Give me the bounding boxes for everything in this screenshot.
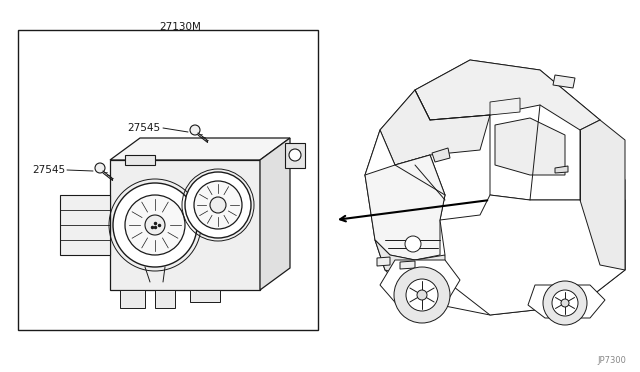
Polygon shape xyxy=(285,143,305,168)
Circle shape xyxy=(190,125,200,135)
Polygon shape xyxy=(377,257,390,266)
Circle shape xyxy=(289,149,301,161)
Text: 27130M: 27130M xyxy=(159,22,201,32)
Polygon shape xyxy=(125,155,155,165)
Polygon shape xyxy=(415,60,600,140)
Polygon shape xyxy=(400,261,415,269)
Polygon shape xyxy=(365,155,445,260)
Text: 27545: 27545 xyxy=(127,123,160,133)
Polygon shape xyxy=(440,195,625,315)
Circle shape xyxy=(394,267,450,323)
Circle shape xyxy=(406,279,438,311)
Polygon shape xyxy=(490,98,520,115)
Circle shape xyxy=(210,197,226,213)
Polygon shape xyxy=(190,290,220,302)
Polygon shape xyxy=(120,290,145,308)
Polygon shape xyxy=(380,260,460,308)
Circle shape xyxy=(561,299,569,307)
Polygon shape xyxy=(375,240,450,278)
Circle shape xyxy=(95,163,105,173)
Polygon shape xyxy=(553,75,575,88)
Circle shape xyxy=(125,195,185,255)
Circle shape xyxy=(552,290,578,316)
Polygon shape xyxy=(528,285,605,318)
Polygon shape xyxy=(380,90,490,165)
Circle shape xyxy=(113,183,197,267)
Polygon shape xyxy=(155,290,175,308)
Bar xyxy=(18,30,318,330)
Polygon shape xyxy=(495,118,565,175)
Circle shape xyxy=(543,281,587,325)
Circle shape xyxy=(405,236,421,252)
Polygon shape xyxy=(60,195,110,255)
Polygon shape xyxy=(260,138,290,290)
Polygon shape xyxy=(580,120,625,270)
Polygon shape xyxy=(110,138,290,160)
Polygon shape xyxy=(432,148,450,162)
Circle shape xyxy=(185,172,251,238)
Polygon shape xyxy=(490,105,600,200)
Polygon shape xyxy=(365,60,625,315)
Polygon shape xyxy=(555,166,568,173)
Text: 27545: 27545 xyxy=(32,165,65,175)
Polygon shape xyxy=(110,160,260,290)
Circle shape xyxy=(145,215,165,235)
Circle shape xyxy=(417,290,427,300)
Text: JP7300: JP7300 xyxy=(597,356,626,365)
Circle shape xyxy=(194,181,242,229)
Polygon shape xyxy=(365,130,445,225)
